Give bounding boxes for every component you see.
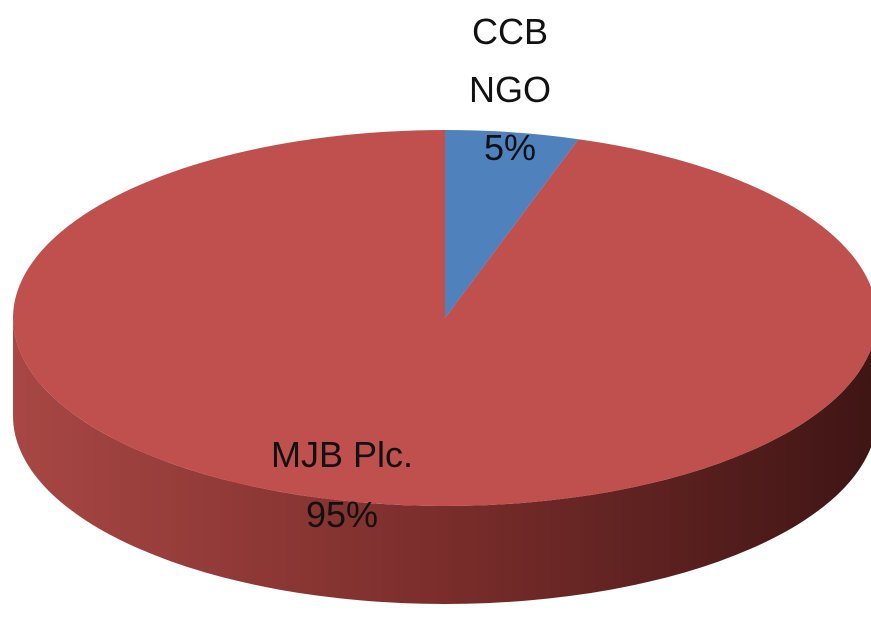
slice-value-label: 5% (483, 127, 537, 168)
pie-side (13, 318, 871, 604)
pie-slice (445, 130, 579, 318)
slice-label: MJB Plc. (270, 434, 414, 475)
slice-label: CCB NGO (468, 11, 551, 110)
pie-slice (13, 130, 871, 506)
slice-value-label: 95% (305, 494, 379, 535)
